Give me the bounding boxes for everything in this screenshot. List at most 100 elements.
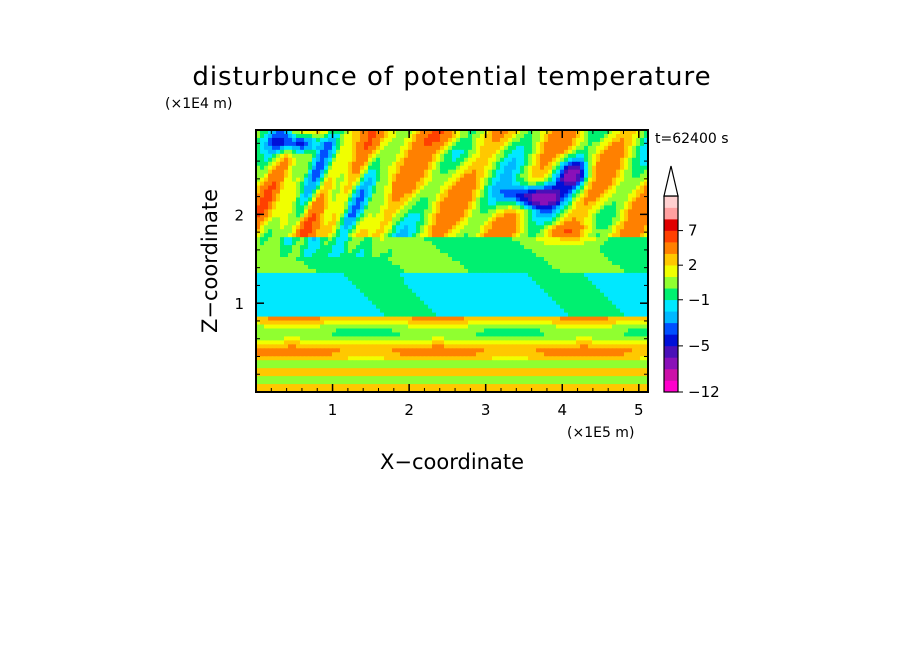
heatmap-cell	[496, 253, 501, 258]
heatmap-cell	[440, 149, 445, 155]
heatmap-cell	[284, 181, 289, 187]
heatmap-cell	[464, 173, 469, 179]
heatmap-cell	[352, 284, 357, 290]
heatmap-cell	[300, 169, 305, 175]
heatmap-cell	[368, 241, 373, 246]
heatmap-cell	[340, 233, 345, 238]
heatmap-cell	[476, 157, 481, 163]
heatmap-cell	[464, 304, 469, 310]
heatmap-cell	[280, 161, 285, 167]
heatmap-cell	[276, 280, 281, 286]
heatmap-cell	[540, 253, 545, 258]
heatmap-cell	[512, 268, 517, 274]
heatmap-cell	[440, 261, 445, 266]
heatmap-cell	[584, 316, 589, 322]
heatmap-cell	[624, 209, 629, 214]
heatmap-cell	[356, 173, 361, 179]
heatmap-cell	[596, 217, 601, 222]
heatmap-cell	[596, 189, 601, 195]
heatmap-cell	[272, 189, 277, 195]
heatmap-cell	[500, 320, 505, 326]
heatmap-cell	[396, 130, 401, 135]
heatmap-cell	[516, 177, 521, 183]
heatmap-cell	[284, 157, 289, 163]
heatmap-cell	[592, 316, 597, 322]
heatmap-cell	[580, 185, 585, 191]
heatmap-cell	[528, 157, 533, 163]
heatmap-cell	[620, 130, 625, 135]
heatmap-cell	[264, 213, 269, 218]
heatmap-cell	[304, 205, 309, 210]
heatmap-cell	[336, 324, 341, 330]
heatmap-cell	[320, 205, 325, 210]
heatmap-cell	[452, 292, 457, 298]
heatmap-cell	[292, 280, 297, 286]
heatmap-cell	[552, 145, 557, 151]
heatmap-cell	[424, 312, 429, 318]
heatmap-cell	[424, 304, 429, 310]
heatmap-cell	[628, 241, 633, 246]
heatmap-cell	[268, 324, 273, 330]
heatmap-cell	[476, 149, 481, 155]
heatmap-cell	[576, 261, 581, 266]
heatmap-cell	[476, 197, 481, 203]
heatmap-cell	[484, 217, 489, 222]
heatmap-cell	[408, 221, 413, 226]
heatmap-cell	[356, 165, 361, 171]
heatmap-cell	[312, 292, 317, 298]
heatmap-cell	[512, 253, 517, 258]
heatmap-cell	[268, 221, 273, 226]
heatmap-cell	[468, 292, 473, 298]
heatmap-cell	[588, 261, 593, 266]
heatmap-cell	[540, 328, 545, 334]
heatmap-cell	[380, 149, 385, 155]
heatmap-cell	[572, 137, 577, 143]
heatmap-cell	[412, 189, 417, 195]
heatmap-cell	[600, 181, 605, 187]
heatmap-cell	[616, 153, 621, 159]
heatmap-cell	[428, 205, 433, 210]
heatmap-cell	[364, 257, 369, 262]
heatmap-cell	[556, 189, 561, 195]
heatmap-cell	[476, 264, 481, 270]
heatmap-cell	[280, 233, 285, 238]
heatmap-cell	[284, 205, 289, 210]
heatmap-cell	[528, 304, 533, 310]
heatmap-cell	[296, 173, 301, 179]
heatmap-cell	[488, 229, 493, 234]
heatmap-cell	[596, 268, 601, 274]
heatmap-cell	[616, 169, 621, 175]
heatmap-cell	[384, 276, 389, 282]
heatmap-cell	[404, 225, 409, 230]
heatmap-cell	[296, 149, 301, 155]
heatmap-cell	[276, 324, 281, 330]
heatmap-cell	[272, 312, 277, 318]
heatmap-cell	[280, 284, 285, 290]
heatmap-cell	[500, 268, 505, 274]
heatmap-cell	[588, 137, 593, 143]
heatmap-cell	[412, 173, 417, 179]
heatmap-cell	[584, 288, 589, 294]
heatmap-cell	[344, 229, 349, 234]
heatmap-cell	[556, 280, 561, 286]
heatmap-cell	[492, 300, 497, 306]
heatmap-cell	[280, 209, 285, 214]
heatmap-cell	[504, 205, 509, 210]
heatmap-cell	[636, 324, 641, 330]
heatmap-cell	[520, 292, 525, 298]
heatmap-cell	[580, 280, 585, 286]
heatmap-cell	[268, 292, 273, 298]
heatmap-cell	[572, 221, 577, 226]
heatmap-cell	[276, 221, 281, 226]
heatmap-cell	[532, 272, 537, 278]
heatmap-cell	[280, 312, 285, 318]
heatmap-cell	[368, 276, 373, 282]
heatmap-cell	[440, 177, 445, 183]
heatmap-cell	[604, 328, 609, 334]
heatmap-cell	[304, 245, 309, 250]
heatmap-cell	[280, 177, 285, 183]
heatmap-cell	[528, 225, 533, 230]
heatmap-cell	[552, 328, 557, 334]
heatmap-cell	[524, 253, 529, 258]
heatmap-cell	[480, 296, 485, 302]
